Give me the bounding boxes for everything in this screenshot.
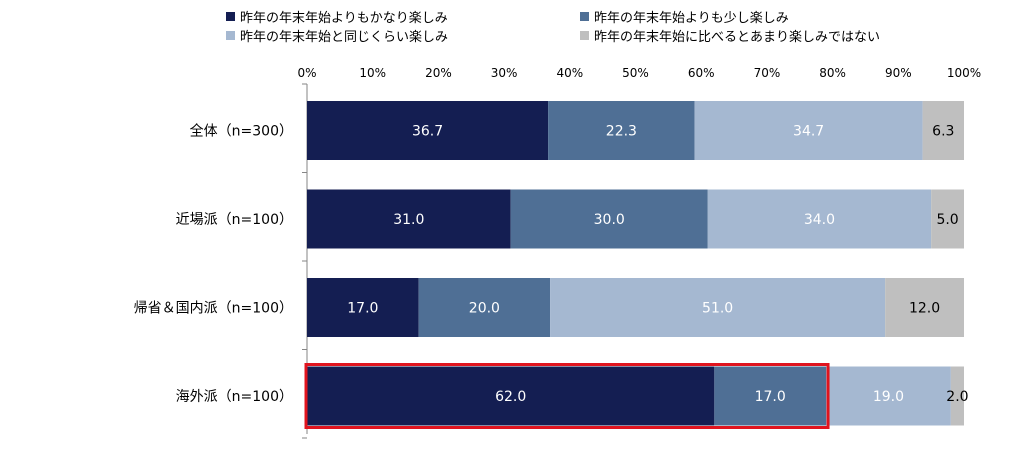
legend-label: 昨年の年末年始と同じくらい楽しみ bbox=[240, 29, 448, 45]
data-label: 12.0 bbox=[909, 301, 940, 317]
bar-segment bbox=[950, 366, 964, 426]
bar-segment bbox=[885, 278, 964, 337]
bar-segment bbox=[714, 366, 827, 426]
legend-swatch bbox=[580, 12, 589, 21]
data-label: 34.7 bbox=[793, 124, 824, 140]
data-label: 51.0 bbox=[702, 301, 733, 317]
bar-segment bbox=[510, 189, 708, 249]
highlight-layer bbox=[304, 363, 830, 429]
bar-segment bbox=[707, 189, 932, 249]
legend-label: 昨年の年末年始よりもかなり楽しみ bbox=[240, 10, 448, 26]
bar-segment bbox=[922, 101, 964, 160]
bars: 全体（n=300） 36.7 22.3 34.7 6.3 近場派（n=100） 31.0 30… bbox=[134, 101, 969, 426]
bar-segment bbox=[307, 101, 549, 160]
data-label: 34.0 bbox=[804, 212, 835, 228]
category-label: 全体（n=300） bbox=[190, 123, 293, 140]
x-tick-label: 0% bbox=[297, 66, 316, 80]
x-tick-label: 10% bbox=[359, 66, 386, 80]
legend-label: 昨年の年末年始に比べるとあまり楽しみではない bbox=[594, 29, 880, 45]
data-label: 30.0 bbox=[594, 212, 625, 228]
x-tick-label: 70% bbox=[754, 66, 781, 80]
bar-segment bbox=[548, 101, 695, 160]
x-tick-label: 20% bbox=[425, 66, 452, 80]
bar-segment bbox=[550, 278, 886, 337]
x-tick-label: 90% bbox=[885, 66, 912, 80]
bar-segment bbox=[307, 189, 511, 249]
x-axis: 0% 10% 20% 30% 40% 50% 60% 70% 80% 90% 100% bbox=[297, 66, 981, 80]
data-label: 17.0 bbox=[755, 389, 786, 405]
data-label: 19.0 bbox=[873, 389, 904, 405]
x-tick-label: 100% bbox=[947, 66, 981, 80]
x-tick-label: 40% bbox=[556, 66, 583, 80]
legend-swatch bbox=[580, 31, 589, 40]
bar-segment bbox=[307, 366, 715, 426]
x-tick-label: 80% bbox=[819, 66, 846, 80]
highlight-box bbox=[304, 363, 830, 429]
x-tick-label: 60% bbox=[688, 66, 715, 80]
bar-segment bbox=[418, 278, 551, 337]
data-label: 20.0 bbox=[469, 301, 500, 317]
category-label: 海外派（n=100） bbox=[176, 389, 293, 405]
data-label: 31.0 bbox=[393, 212, 424, 228]
data-label: 36.7 bbox=[412, 124, 443, 140]
legend-swatch bbox=[226, 12, 235, 21]
data-label: 2.0 bbox=[946, 389, 968, 405]
data-label: 17.0 bbox=[347, 301, 378, 317]
bar-segment bbox=[931, 189, 964, 249]
legend-label: 昨年の年末年始よりも少し楽しみ bbox=[594, 10, 789, 26]
x-tick-label: 30% bbox=[491, 66, 518, 80]
data-label: 62.0 bbox=[495, 389, 526, 405]
category-label: 近場派（n=100） bbox=[176, 212, 293, 228]
bar-segment bbox=[307, 278, 419, 337]
bar-segment bbox=[826, 366, 951, 426]
data-label: 5.0 bbox=[936, 212, 958, 228]
legend: 昨年の年末年始よりもかなり楽しみ 昨年の年末年始よりも少し楽しみ昨年の年末年始と同… bbox=[226, 10, 880, 45]
category-label: 帰省＆国内派（n=100） bbox=[134, 300, 293, 317]
legend-swatch bbox=[226, 31, 235, 40]
data-label: 6.3 bbox=[932, 124, 954, 140]
x-tick-label: 50% bbox=[622, 66, 649, 80]
data-label: 22.3 bbox=[606, 124, 637, 140]
bar-segment bbox=[694, 101, 923, 160]
